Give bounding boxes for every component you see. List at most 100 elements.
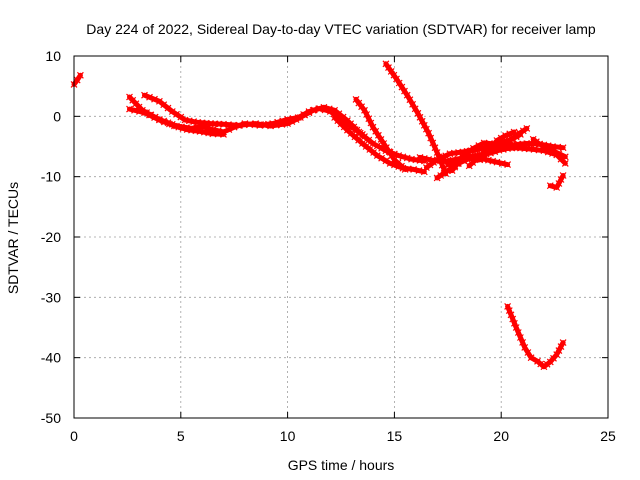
x-tick-label: 20: [493, 428, 509, 444]
data-point: [440, 169, 448, 177]
data-point: [549, 147, 556, 155]
data-point: [352, 95, 360, 103]
grid-layer: [74, 56, 608, 418]
data-point: [403, 154, 411, 162]
data-point: [272, 121, 280, 129]
data-point: [418, 117, 426, 125]
data-point: [524, 349, 532, 356]
y-tick-label: 10: [45, 48, 61, 64]
x-tick-label: 10: [280, 428, 296, 444]
data-point: [422, 164, 430, 172]
data-point: [510, 128, 518, 136]
data-point: [126, 105, 133, 113]
data-point: [398, 83, 406, 91]
x-tick-label: 5: [177, 428, 185, 444]
data-point: [559, 144, 567, 152]
data-point: [514, 329, 522, 336]
data-point: [523, 124, 531, 132]
x-tick-label: 0: [70, 428, 78, 444]
data-point: [553, 351, 561, 359]
data-point: [512, 133, 520, 141]
data-point: [288, 118, 296, 126]
data-point: [73, 76, 81, 84]
data-point: [561, 159, 569, 167]
data-point: [546, 182, 554, 190]
data-point: [377, 135, 385, 143]
data-point: [433, 156, 441, 164]
data-point: [315, 105, 323, 113]
data-point: [555, 150, 563, 158]
data-point: [527, 354, 535, 362]
data-point: [427, 134, 435, 142]
data-point: [422, 125, 430, 133]
data-point: [475, 142, 483, 150]
series-line: [417, 145, 568, 166]
data-point: [406, 96, 414, 104]
data-point: [429, 139, 437, 147]
data-point: [356, 129, 364, 137]
tick-layer: 0 5 10 15 20 25 10 0 -10 -20 -30 -40 -50: [41, 48, 616, 444]
data-point: [365, 115, 373, 123]
data-point: [401, 165, 409, 173]
y-tick-label: 0: [53, 108, 61, 124]
data-point: [320, 103, 328, 111]
data-point: [385, 64, 392, 72]
data-point: [369, 123, 377, 131]
data-point: [430, 158, 438, 166]
data-point: [175, 123, 183, 131]
data-point: [361, 106, 368, 114]
data-point: [378, 154, 386, 162]
data-point: [399, 153, 407, 161]
data-point: [325, 105, 333, 113]
data-point: [373, 142, 381, 150]
data-point: [507, 311, 515, 319]
data-point: [136, 108, 143, 115]
data-point: [480, 139, 488, 147]
data-point: [497, 134, 505, 142]
x-axis-label: GPS time / hours: [288, 457, 395, 473]
y-tick-label: -50: [41, 410, 61, 426]
series-line: [127, 106, 226, 137]
data-point: [561, 153, 569, 161]
data-point: [301, 111, 309, 119]
data-point: [141, 91, 148, 99]
data-point: [420, 121, 428, 129]
data-point: [403, 91, 411, 99]
data-point: [305, 109, 313, 117]
series-line: [142, 92, 427, 164]
series-layer: [70, 60, 569, 371]
data-point: [388, 152, 396, 160]
data-point: [390, 71, 398, 79]
data-point: [401, 87, 408, 95]
data-point: [555, 347, 563, 355]
data-point: [131, 106, 138, 114]
data-point: [76, 71, 84, 79]
data-point: [331, 106, 339, 114]
data-point: [393, 75, 400, 83]
data-point: [173, 110, 180, 118]
data-point: [155, 97, 163, 105]
data-point: [437, 172, 445, 179]
data-point: [506, 130, 514, 138]
data-point: [410, 165, 418, 173]
data-point: [521, 343, 529, 351]
data-point: [437, 154, 445, 162]
data-point: [168, 108, 176, 115]
data-point: [395, 79, 403, 87]
series-arc-14: [476, 128, 518, 164]
data-point: [160, 101, 168, 109]
data-point: [509, 315, 517, 323]
y-tick-label: -10: [41, 169, 61, 185]
data-point: [469, 144, 477, 152]
data-point: [240, 121, 248, 129]
y-tick-label: -30: [41, 289, 61, 305]
data-point: [164, 104, 172, 112]
data-point: [559, 339, 567, 347]
chart-title: Day 224 of 2022, Sidereal Day-to-day VTE…: [86, 21, 596, 37]
data-point: [542, 144, 550, 152]
data-point: [151, 114, 158, 121]
data-point: [309, 106, 317, 114]
data-point: [553, 184, 561, 191]
series-arc-17: [504, 302, 567, 371]
data-point: [374, 131, 382, 139]
